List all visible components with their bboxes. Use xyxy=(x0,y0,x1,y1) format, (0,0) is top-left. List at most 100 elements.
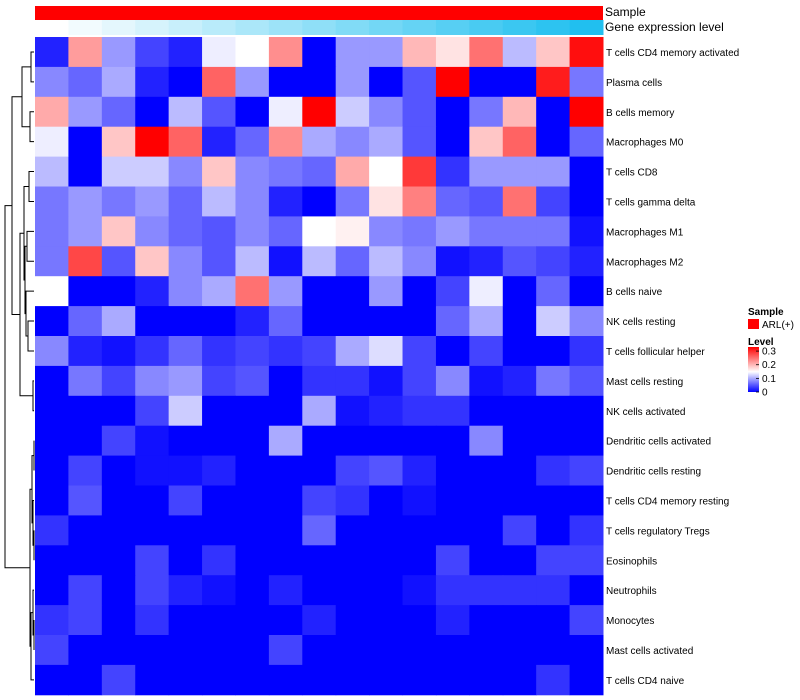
heatmap-cell xyxy=(335,156,370,187)
heatmap-cell xyxy=(435,96,470,128)
heatmap-cell xyxy=(502,306,537,337)
heatmap-cell xyxy=(569,37,604,68)
heatmap-cell xyxy=(335,365,370,397)
heatmap-cell xyxy=(68,276,103,307)
heatmap-cell xyxy=(101,66,136,98)
heatmap-cell xyxy=(68,96,103,128)
heatmap-cell xyxy=(235,545,270,576)
heatmap-cell xyxy=(469,485,504,516)
heatmap-cell xyxy=(268,96,303,128)
heatmap-cell xyxy=(101,395,136,427)
heatmap-cell xyxy=(502,515,537,546)
heatmap-cell xyxy=(402,66,437,98)
heatmap-cell xyxy=(569,186,604,217)
row-label: T cells CD4 memory resting xyxy=(606,496,729,507)
heatmap-cells xyxy=(35,37,604,696)
heatmap-cell xyxy=(435,306,470,337)
heatmap-cell xyxy=(135,276,170,307)
heatmap-cell xyxy=(302,96,337,128)
heatmap-cell xyxy=(268,66,303,98)
heatmap-cell xyxy=(369,66,404,98)
heatmap-cell xyxy=(135,545,170,576)
heatmap-cell xyxy=(168,485,203,516)
heatmap-cell xyxy=(435,276,470,307)
heatmap-cell xyxy=(68,605,103,636)
row-label: Neutrophils xyxy=(606,586,657,597)
row-label: T cells CD4 naive xyxy=(606,676,685,687)
heatmap-cell xyxy=(302,126,337,158)
heatmap-cell xyxy=(68,635,103,666)
heatmap-cell xyxy=(536,186,571,217)
heatmap-cell xyxy=(235,306,270,337)
heatmap-cell xyxy=(369,186,404,217)
heatmap-cell xyxy=(168,66,203,98)
heatmap-cell xyxy=(135,306,170,337)
heatmap-cell xyxy=(235,635,270,666)
heatmap-cell xyxy=(536,216,571,247)
heatmap-cell xyxy=(435,336,470,367)
heatmap-cell xyxy=(569,216,604,247)
heatmap-cell xyxy=(168,276,203,307)
row-label: T cells gamma delta xyxy=(606,197,696,208)
heatmap-cell xyxy=(68,395,103,427)
heatmap-cell xyxy=(68,365,103,397)
heatmap-cell xyxy=(469,605,504,636)
heatmap-cell xyxy=(302,425,337,457)
heatmap-cell xyxy=(569,306,604,337)
heatmap-cell xyxy=(402,306,437,337)
heatmap-cell xyxy=(469,66,504,98)
heatmap-cell xyxy=(335,246,370,277)
heatmap-cell xyxy=(101,545,136,576)
heatmap-cell xyxy=(536,66,571,98)
heatmap-cell xyxy=(435,545,470,576)
heatmap-cell xyxy=(536,156,571,187)
row-label: Macrophages M0 xyxy=(606,138,684,149)
heatmap-cell xyxy=(536,306,571,337)
heatmap-cell xyxy=(68,186,103,217)
heatmap-cell xyxy=(101,635,136,666)
heatmap-cell xyxy=(469,306,504,337)
heatmap-cell xyxy=(68,37,103,68)
heatmap-cell xyxy=(268,186,303,217)
heatmap-cell xyxy=(68,545,103,576)
row-label: NK cells activated xyxy=(606,407,685,418)
heatmap-cell xyxy=(135,455,170,486)
legend-sample-swatch xyxy=(748,319,759,329)
legend-level-tick-label: 0 xyxy=(762,388,768,399)
heatmap-cell xyxy=(235,96,270,128)
heatmap-cell xyxy=(469,455,504,486)
heatmap-cell xyxy=(502,156,537,187)
heatmap-cell xyxy=(402,664,437,696)
heatmap-cell xyxy=(168,545,203,576)
heatmap-cell xyxy=(435,485,470,516)
heatmap-cell xyxy=(435,246,470,277)
heatmap-cell xyxy=(369,455,404,486)
heatmap-cell xyxy=(202,635,236,666)
heatmap-cell xyxy=(101,455,136,486)
heatmap-cell xyxy=(469,336,504,367)
heatmap-cell xyxy=(35,66,69,98)
heatmap-cell xyxy=(435,216,470,247)
heatmap-cell xyxy=(569,276,604,307)
heatmap-cell xyxy=(135,126,170,158)
heatmap-cell xyxy=(235,186,270,217)
heatmap-cell xyxy=(168,425,203,457)
heatmap-cell xyxy=(35,336,69,367)
heatmap-cell xyxy=(302,336,337,367)
heatmap-cell xyxy=(302,66,337,98)
heatmap-cell xyxy=(402,365,437,397)
heatmap-cell xyxy=(168,186,203,217)
row-label: Dendritic cells activated xyxy=(606,437,711,448)
heatmap-cell xyxy=(335,276,370,307)
heatmap-cell xyxy=(402,515,437,546)
gene-expression-annotation-bar xyxy=(35,20,604,35)
heatmap-cell xyxy=(402,455,437,486)
heatmap-cell xyxy=(235,664,270,696)
heatmap-cell xyxy=(168,575,203,606)
heatmap-cell xyxy=(369,126,404,158)
heatmap-cell xyxy=(202,455,236,486)
dendrogram-branch xyxy=(29,111,34,143)
heatmap-cell xyxy=(402,336,437,367)
heatmap-cell xyxy=(335,485,370,516)
heatmap-cell xyxy=(101,515,136,546)
